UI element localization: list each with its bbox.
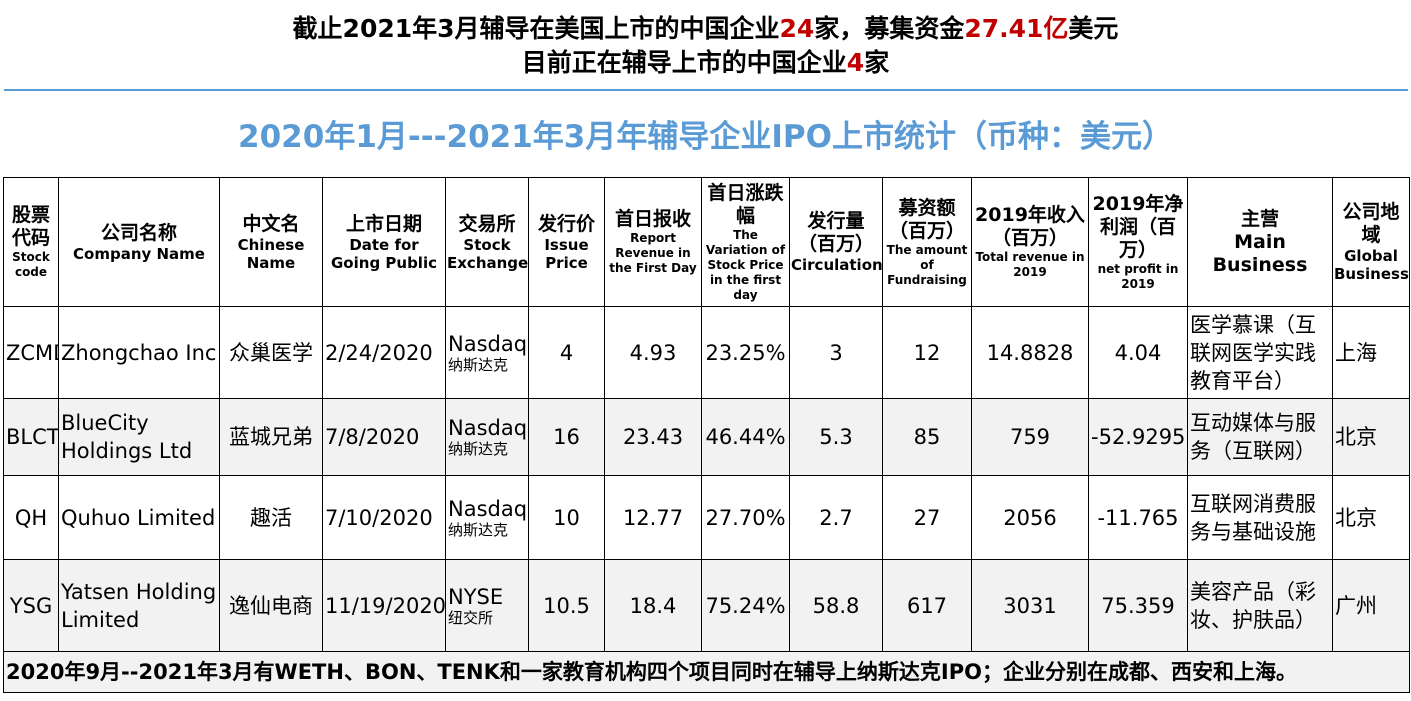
cell-revenue: 2056 (971, 475, 1089, 560)
divider (4, 89, 1408, 91)
table-footnote: 2020年9月--2021年3月有WETH、BON、TENK和一家教育机构四个项… (3, 651, 1410, 693)
headline-text: 截止2021年3月辅导在美国上市的中国企业 (292, 14, 780, 43)
cell-first-day-close: 12.77 (604, 475, 702, 560)
cell-date: 2/24/2020 (322, 306, 446, 399)
header-issue-price: 发行价 Issue Price (528, 177, 605, 307)
headline-pending-count: 4 (846, 48, 865, 77)
cell-fundraising: 617 (882, 559, 972, 652)
header-date: 上市日期 Date for Going Public (322, 177, 446, 307)
cell-region: 上海 (1332, 306, 1410, 399)
cell-revenue: 759 (971, 398, 1089, 476)
cell-region: 广州 (1332, 559, 1410, 652)
cell-business: 医学慕课（互联网医学实践教育平台） (1187, 306, 1333, 399)
cell-exchange: Nasdaq 纳斯达克 (445, 475, 529, 560)
table-header-row: 股票代码 Stock code 公司名称 Company Name 中文名 Chine… (3, 177, 1410, 307)
cell-circulation: 2.7 (789, 475, 883, 560)
headline-line-2: 目前正在辅导上市的中国企业4家 (0, 48, 1411, 78)
header-revenue-2019: 2019年收入（百万） Total revenue in 2019 (971, 177, 1089, 307)
headline-company-count: 24 (779, 14, 815, 43)
cell-exchange: NYSE 纽交所 (445, 559, 529, 652)
cell-code: BLCT (3, 398, 59, 476)
cell-revenue: 14.8828 (971, 306, 1089, 399)
cell-first-day-close: 18.4 (604, 559, 702, 652)
cell-business: 互动媒体与服务（互联网） (1187, 398, 1333, 476)
table-row: QH Quhuo Limited 趣活 7/10/2020 Nasdaq 纳斯达克… (3, 475, 1410, 560)
cell-date: 11/19/2020 (322, 559, 446, 652)
header-main-business: 主营 Main Business (1187, 177, 1333, 307)
table-title: 2020年1月---2021年3月年辅导企业IPO上市统计（币种：美元） (238, 119, 1173, 155)
header-chinese-name: 中文名 Chinese Name (219, 177, 323, 307)
cell-exchange: Nasdaq 纳斯达克 (445, 306, 529, 399)
cell-first-day-close: 23.43 (604, 398, 702, 476)
cell-company-name: Zhongchao Inc (58, 306, 220, 399)
cell-chinese-name: 趣活 (219, 475, 323, 560)
headline-text: 美元 (1068, 14, 1119, 43)
cell-first-day-change: 75.24% (701, 559, 790, 652)
cell-issue-price: 4 (528, 306, 605, 399)
cell-net-profit: -52.9295 (1088, 398, 1188, 476)
headline-text: 家，募集资金 (814, 14, 965, 43)
header-net-profit-2019: 2019年净利润（百万） net profit in 2019 (1088, 177, 1188, 307)
header-stock-code: 股票代码 Stock code (3, 177, 59, 307)
cell-circulation: 58.8 (789, 559, 883, 652)
header-region: 公司地域 Global Business (1332, 177, 1410, 307)
headline-line-1: 截止2021年3月辅导在美国上市的中国企业24家，募集资金27.41亿美元 (0, 14, 1411, 44)
cell-first-day-change: 23.25% (701, 306, 790, 399)
cell-code: YSG (3, 559, 59, 652)
cell-region: 北京 (1332, 398, 1410, 476)
table-row: ZCMD Zhongchao Inc 众巢医学 2/24/2020 Nasdaq… (3, 306, 1410, 399)
cell-first-day-change: 27.70% (701, 475, 790, 560)
ipo-table: 股票代码 Stock code 公司名称 Company Name 中文名 Chine… (3, 177, 1410, 693)
cell-issue-price: 16 (528, 398, 605, 476)
cell-company-name: Yatsen Holding Limited (58, 559, 220, 652)
header-circulation: 发行量（百万） Circulation (789, 177, 883, 307)
header-company-name: 公司名称 Company Name (58, 177, 220, 307)
cell-code: QH (3, 475, 59, 560)
cell-net-profit: -11.765 (1088, 475, 1188, 560)
cell-company-name: BlueCity Holdings Ltd (58, 398, 220, 476)
table-footnote-row: 2020年9月--2021年3月有WETH、BON、TENK和一家教育机构四个项… (3, 651, 1410, 693)
cell-code: ZCMD (3, 306, 59, 399)
header-fundraising: 募资额（百万） The amount of Fundraising (882, 177, 972, 307)
cell-company-name: Quhuo Limited (58, 475, 220, 560)
cell-circulation: 5.3 (789, 398, 883, 476)
header-exchange: 交易所 Stock Exchange (445, 177, 529, 307)
cell-date: 7/8/2020 (322, 398, 446, 476)
cell-issue-price: 10.5 (528, 559, 605, 652)
cell-first-day-change: 46.44% (701, 398, 790, 476)
cell-chinese-name: 众巢医学 (219, 306, 323, 399)
cell-business: 美容产品（彩妆、护肤品） (1187, 559, 1333, 652)
header-first-day-close: 首日报收 Report Revenue in the First Day (604, 177, 702, 307)
cell-fundraising: 12 (882, 306, 972, 399)
headline-text: 目前正在辅导上市的中国企业 (521, 48, 847, 77)
cell-fundraising: 27 (882, 475, 972, 560)
cell-business: 互联网消费服务与基础设施 (1187, 475, 1333, 560)
cell-circulation: 3 (789, 306, 883, 399)
table-row: YSG Yatsen Holding Limited 逸仙电商 11/19/20… (3, 559, 1410, 652)
cell-net-profit: 75.359 (1088, 559, 1188, 652)
headline-fundraising-amount: 27.41亿 (964, 14, 1069, 43)
cell-first-day-close: 4.93 (604, 306, 702, 399)
cell-issue-price: 10 (528, 475, 605, 560)
cell-region: 北京 (1332, 475, 1410, 560)
table-row: BLCT BlueCity Holdings Ltd 蓝城兄弟 7/8/2020… (3, 398, 1410, 476)
cell-exchange: Nasdaq 纳斯达克 (445, 398, 529, 476)
cell-chinese-name: 逸仙电商 (219, 559, 323, 652)
cell-fundraising: 85 (882, 398, 972, 476)
headline-text: 家 (864, 48, 890, 77)
cell-chinese-name: 蓝城兄弟 (219, 398, 323, 476)
cell-revenue: 3031 (971, 559, 1089, 652)
cell-net-profit: 4.04 (1088, 306, 1188, 399)
header-first-day-change: 首日涨跌幅 The Variation of Stock Price in the… (701, 177, 790, 307)
cell-date: 7/10/2020 (322, 475, 446, 560)
